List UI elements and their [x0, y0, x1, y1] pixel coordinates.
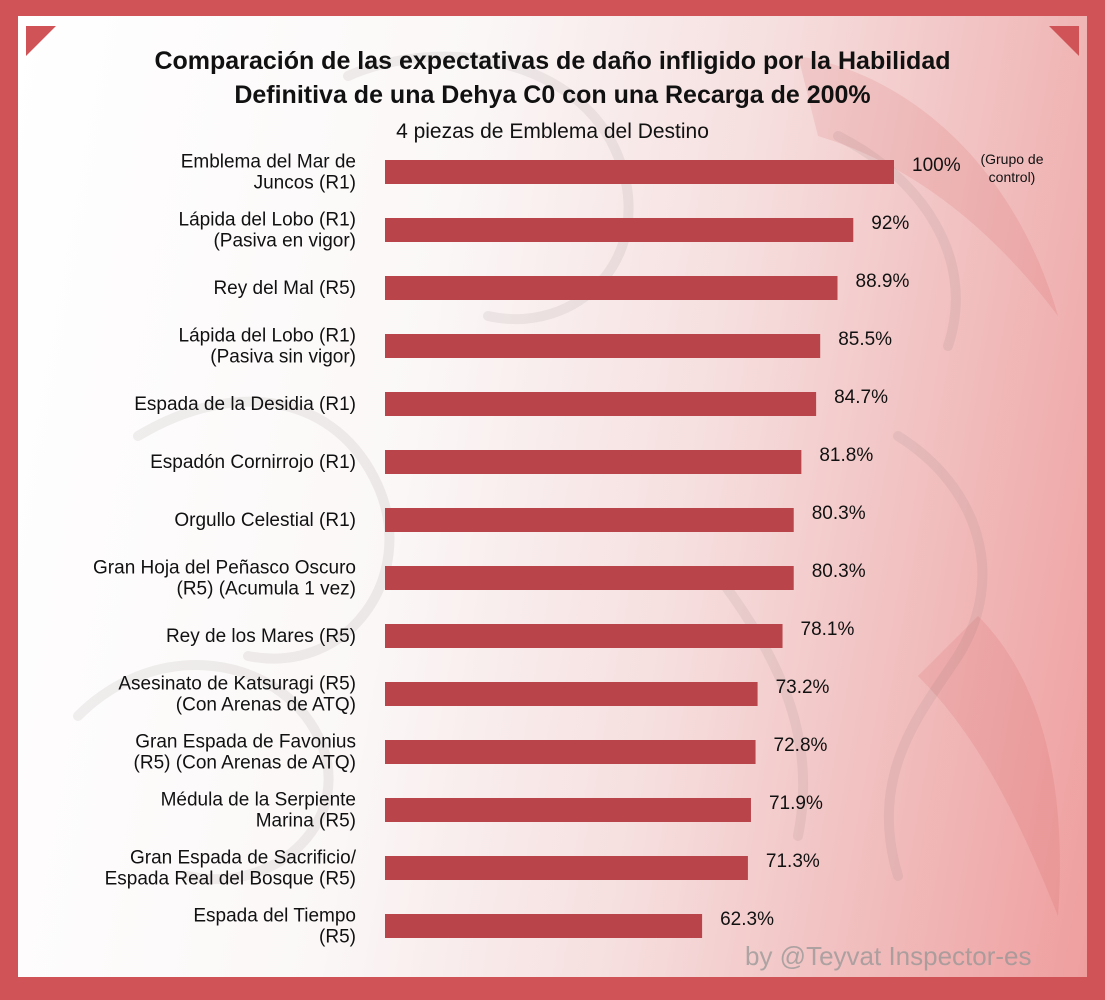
- category-label-6: Orgullo Celestial (R1): [174, 510, 356, 531]
- value-label-5: 81.8%: [819, 445, 873, 466]
- bar-12: [385, 856, 748, 880]
- category-label-2: Rey del Mal (R5): [213, 278, 356, 299]
- bar-6: [385, 508, 794, 532]
- category-label-4: Espada de la Desidia (R1): [134, 394, 356, 415]
- bar-7: [385, 566, 794, 590]
- annotation-0: (Grupo de control): [980, 151, 1043, 185]
- bar-4: [385, 392, 817, 416]
- bar-5: [385, 450, 802, 474]
- category-label-5: Espadón Cornirrojo (R1): [150, 452, 356, 473]
- value-label-3: 85.5%: [838, 329, 892, 350]
- category-label-0: Emblema del Mar de Juncos (R1): [181, 152, 356, 194]
- chart-panel: Comparación de las expectativas de daño …: [18, 16, 1087, 977]
- top-right-corner-ornament: [1049, 26, 1079, 56]
- chart-subtitle: 4 piezas de Emblema del Destino: [396, 120, 709, 143]
- bar-13: [385, 914, 703, 938]
- category-label-3: Lápida del Lobo (R1) (Pasiva sin vigor): [179, 326, 356, 368]
- bar-11: [385, 798, 751, 822]
- bar-chart: Emblema del Mar de Juncos (R1) 100% Lápida …: [93, 151, 1044, 948]
- category-label-7: Gran Hoja del Peñasco Oscuro (R5) (Acumul…: [93, 558, 356, 600]
- category-label-12: Gran Espada de Sacrificio/Espada Real de…: [105, 848, 357, 890]
- value-label-0: 100%: [912, 155, 961, 176]
- bar-1: [385, 218, 854, 242]
- author-credit: by @Teyvat Inspector-es: [745, 941, 1032, 971]
- value-label-7: 80.3%: [812, 561, 866, 582]
- top-left-corner-ornament: [26, 26, 56, 56]
- bar-10: [385, 740, 756, 764]
- value-label-6: 80.3%: [812, 503, 866, 524]
- category-label-1: Lápida del Lobo (R1) (Pasiva en vigor): [179, 210, 356, 252]
- category-label-9: Asesinato de Katsuragi (R5) (Con Arenas d…: [118, 674, 356, 716]
- bar-3: [385, 334, 821, 358]
- bar-0: [385, 160, 894, 184]
- value-label-9: 73.2%: [776, 677, 830, 698]
- value-label-13: 62.3%: [720, 909, 774, 930]
- category-label-11: Médula de la Serpiente Marina (R5): [161, 790, 356, 832]
- category-label-10: Gran Espada de Favonius (R5) (Con Arenas …: [134, 732, 356, 774]
- category-label-8: Rey de los Mares (R5): [166, 626, 356, 647]
- value-label-8: 78.1%: [801, 619, 855, 640]
- bar-2: [385, 276, 838, 300]
- value-label-1: 92%: [871, 213, 909, 234]
- value-label-2: 88.9%: [856, 271, 910, 292]
- bar-8: [385, 624, 783, 648]
- category-label-13: Espada del Tiempo (R5): [193, 906, 356, 948]
- bar-9: [385, 682, 758, 706]
- value-label-10: 72.8%: [774, 735, 828, 756]
- value-label-11: 71.9%: [769, 793, 823, 814]
- value-label-4: 84.7%: [834, 387, 888, 408]
- chart-title: Comparación de las expectativas de daño …: [154, 47, 951, 109]
- value-label-12: 71.3%: [766, 851, 820, 872]
